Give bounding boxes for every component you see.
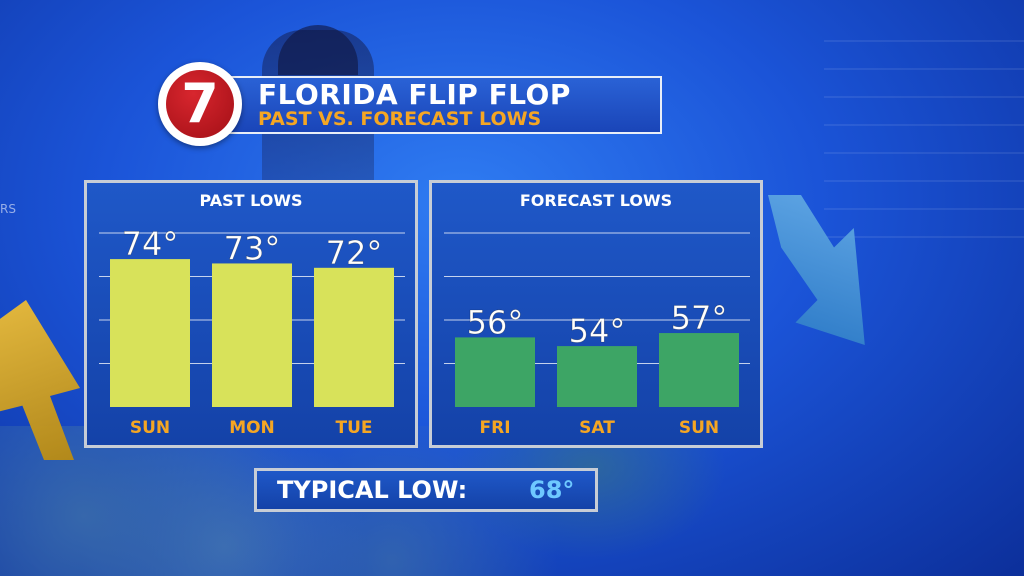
past-value-label: 73° [224,229,281,267]
past-lows-title: PAST LOWS [199,191,303,210]
forecast-bar-sat [557,346,637,407]
forecast-bar-fri [455,337,535,407]
forecast-value-label: 56° [467,303,524,341]
typical-low-label: TYPICAL LOW: [277,476,468,504]
forecast-day-label: SUN [679,418,719,438]
background-stripes [824,40,1024,240]
forecast-value-label: 54° [569,312,626,350]
title-bar [190,76,662,134]
past-bar-mon [212,263,292,407]
forecast-lows-panel: 56° FRI 54° SAT 57° SUN FORECAST LOWS [429,180,763,448]
typical-low-box: TYPICAL LOW: 68° [254,468,598,512]
forecast-day-label: SAT [579,418,615,438]
forecast-bar-sun [659,333,739,407]
past-bar-sun [110,259,190,407]
past-lows-panel: 74° SUN 73° MON 72° TUE PAST LOWS [84,180,418,448]
channel-logo-number: 7 [166,70,234,138]
past-bar-tue [314,267,394,407]
channel-logo: 7 [158,62,242,146]
past-day-label: TUE [335,418,372,438]
past-day-label: MON [229,418,275,438]
forecast-day-label: FRI [479,418,510,438]
forecast-lows-chart: 56° FRI 54° SAT 57° SUN [444,232,750,438]
channel-label: RS [0,202,16,216]
past-day-label: SUN [130,418,170,438]
forecast-lows-title: FORECAST LOWS [519,191,673,210]
page-subtitle: PAST VS. FORECAST LOWS [258,108,542,130]
past-value-label: 72° [326,234,383,272]
past-value-label: 74° [122,225,179,263]
page-title: FLORIDA FLIP FLOP [258,78,571,111]
past-lows-chart: 74° SUN 73° MON 72° TUE [99,225,405,438]
typical-low-value: 68° [529,476,575,504]
forecast-value-label: 57° [671,299,728,337]
